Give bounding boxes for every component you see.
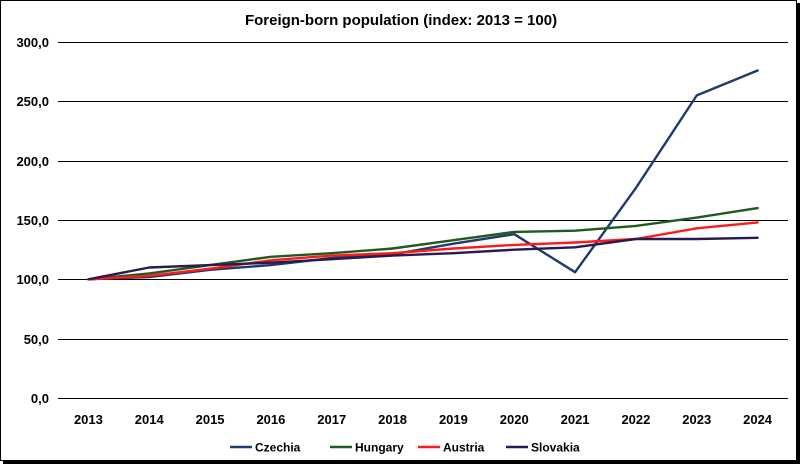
x-tick-label: 2013: [74, 412, 103, 427]
x-axis-ticks: 2013 2014 2015 2016 2017 2018 2019 2020 2021 2022…: [74, 412, 773, 427]
chart-title: Foreign-born population (index: 2013 = 1…: [245, 12, 557, 29]
y-tick-label: 200,0: [16, 154, 49, 169]
y-tick-label: 250,0: [16, 94, 49, 109]
series-line-hungary: [87, 206, 759, 281]
series-lines: [87, 69, 759, 281]
x-tick-label: 2014: [135, 412, 165, 427]
legend-label: Slovakia: [531, 441, 580, 455]
y-tick-label: 150,0: [16, 213, 49, 228]
x-tick-label: 2019: [439, 412, 468, 427]
series-line-slovakia: [87, 236, 759, 281]
x-tick-label: 2024: [743, 412, 773, 427]
legend-label: Hungary: [355, 441, 404, 455]
x-tick-label: 2020: [500, 412, 529, 427]
y-tick-label: 50,0: [24, 332, 49, 347]
series-line-austria: [87, 221, 759, 281]
legend-label: Austria: [443, 441, 485, 455]
x-tick-label: 2018: [378, 412, 407, 427]
x-tick-label: 2023: [682, 412, 711, 427]
x-tick-label: 2021: [561, 412, 590, 427]
legend: Czechia Hungary Austria Slovakia: [230, 441, 580, 455]
gridlines: [58, 42, 788, 399]
x-tick-label: 2016: [256, 412, 285, 427]
y-axis-ticks: 0,0 50,0 100,0 150,0 200,0 250,0 300,0: [16, 35, 49, 406]
y-tick-label: 300,0: [16, 35, 49, 50]
legend-label: Czechia: [255, 441, 301, 455]
y-tick-label: 100,0: [16, 272, 49, 287]
x-tick-label: 2022: [621, 412, 650, 427]
y-tick-label: 0,0: [31, 391, 49, 406]
x-tick-label: 2017: [317, 412, 346, 427]
x-tick-label: 2015: [196, 412, 225, 427]
